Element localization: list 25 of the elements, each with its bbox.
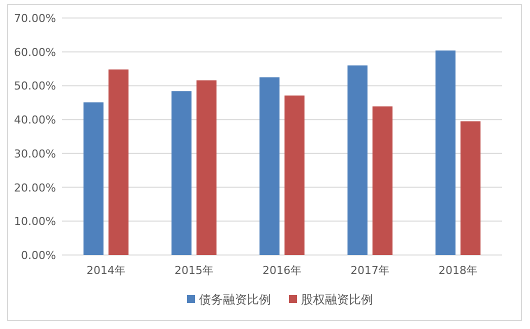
y-tick-label: 50.00% xyxy=(14,80,56,93)
x-tick-label: 2015年 xyxy=(174,264,214,277)
bar xyxy=(84,102,104,255)
legend-label: 债务融资比例 xyxy=(199,292,271,306)
y-tick-label: 70.00% xyxy=(14,12,56,25)
bar xyxy=(372,106,392,255)
bar xyxy=(196,80,216,255)
y-tick-label: 40.00% xyxy=(14,114,56,127)
y-tick-label: 20.00% xyxy=(14,181,56,194)
x-tick-label: 2016年 xyxy=(262,264,302,277)
legend-label: 股权融资比例 xyxy=(301,292,373,306)
bar xyxy=(172,91,192,255)
y-tick-label: 30.00% xyxy=(14,147,56,160)
bar xyxy=(436,50,456,255)
x-tick-label: 2017年 xyxy=(350,264,390,277)
bar xyxy=(108,69,128,255)
x-tick-label: 2014年 xyxy=(86,264,126,277)
bar xyxy=(348,65,368,255)
y-tick-label: 60.00% xyxy=(14,46,56,59)
bar xyxy=(260,77,280,255)
x-tick-label: 2018年 xyxy=(438,264,478,277)
bar xyxy=(284,96,304,255)
y-tick-label: 10.00% xyxy=(14,215,56,228)
y-tick-label: 0.00% xyxy=(21,249,56,262)
bar xyxy=(460,121,480,255)
